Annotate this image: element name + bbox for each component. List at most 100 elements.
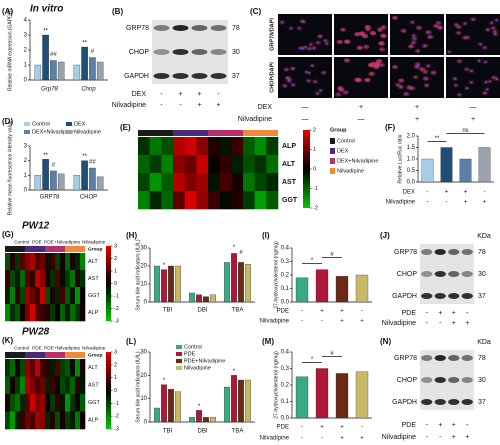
condition-sign: + xyxy=(359,104,363,111)
nucleus xyxy=(424,77,427,80)
bar xyxy=(168,389,174,423)
condition-sign: - xyxy=(160,102,163,109)
heatmap-cell xyxy=(5,411,11,430)
heatmap-cell xyxy=(219,191,232,210)
nucleus xyxy=(488,80,492,83)
nucleus xyxy=(463,36,466,39)
legend-swatch xyxy=(176,345,182,349)
heatmap-cell xyxy=(231,137,244,156)
bar xyxy=(440,147,453,183)
bar xyxy=(335,373,349,419)
colorbar-tick-label: 2 xyxy=(313,127,316,133)
nucleus xyxy=(416,49,419,53)
nucleus xyxy=(285,68,288,71)
bar xyxy=(81,46,88,81)
heatmap-cell xyxy=(25,253,31,271)
nucleus xyxy=(360,32,364,35)
row-label: GGT xyxy=(88,293,101,299)
nucleus xyxy=(363,35,367,38)
panel-label: (J) xyxy=(380,231,390,240)
panel-label: (H) xyxy=(126,231,137,240)
heatmap-cell xyxy=(65,411,71,430)
heatmap-cell xyxy=(161,137,174,156)
heatmap-cell xyxy=(70,287,76,305)
bar xyxy=(245,379,251,423)
size-label: 78 xyxy=(232,25,240,32)
blot-band xyxy=(461,355,473,361)
group-band xyxy=(5,246,25,252)
x-tick-label: DBI xyxy=(197,308,207,314)
nucleus xyxy=(304,45,307,49)
nucleus xyxy=(299,47,302,50)
nucleus xyxy=(402,29,405,32)
legend-swatch xyxy=(66,130,72,134)
condition-sign: - xyxy=(439,320,442,327)
blot-band xyxy=(421,249,433,255)
heatmap-cell xyxy=(149,137,162,156)
nucleus xyxy=(280,21,284,24)
condition-label: DEX xyxy=(403,190,415,196)
nucleus xyxy=(458,93,461,96)
bar xyxy=(315,368,329,419)
nucleus xyxy=(486,28,489,31)
blot-band xyxy=(421,293,433,299)
heatmap-cell xyxy=(50,270,56,288)
condition-sign: — xyxy=(302,104,309,111)
heatmap-cell xyxy=(20,287,26,305)
bar xyxy=(231,375,237,423)
blot-band xyxy=(421,355,433,361)
nucleus xyxy=(371,32,375,35)
heatmap-cell xyxy=(75,304,81,322)
nucleus xyxy=(288,79,291,83)
heatmap-cell xyxy=(35,359,41,377)
significance-mark: ** xyxy=(82,41,87,47)
protein-label: GAPDH xyxy=(124,73,149,80)
y-tick-label: 20 xyxy=(140,373,147,379)
group-band xyxy=(25,352,45,358)
nucleus xyxy=(411,21,414,24)
nucleus xyxy=(427,31,430,34)
nucleus xyxy=(366,78,369,82)
condition-sign: - xyxy=(321,436,323,442)
condition-sign: + xyxy=(452,310,456,317)
bar xyxy=(245,264,251,303)
colorbar xyxy=(106,246,111,321)
panel-label: (I) xyxy=(262,231,270,240)
condition-sign: + xyxy=(340,436,344,442)
nucleus xyxy=(494,33,497,36)
nucleus xyxy=(448,50,451,53)
significance-mark: * xyxy=(163,263,166,269)
nucleus xyxy=(393,16,397,19)
heatmap-cell xyxy=(60,376,66,395)
nucleus xyxy=(458,60,461,63)
significance-mark: ** xyxy=(435,136,440,142)
y-tick-label: 0.3 xyxy=(281,259,290,265)
y-tick-label: 10 xyxy=(140,282,147,288)
nucleus xyxy=(493,76,496,79)
heatmap-cell xyxy=(5,394,11,412)
significance-mark: # xyxy=(330,252,334,258)
heatmap-cell xyxy=(80,411,86,430)
micrograph xyxy=(390,14,444,55)
heatmap-cell xyxy=(243,155,255,174)
nucleus xyxy=(495,78,498,81)
significance-mark: ## xyxy=(50,52,57,58)
heatmap-cell xyxy=(50,411,56,430)
nucleus xyxy=(465,68,468,71)
nucleus xyxy=(375,62,379,66)
section-title: PW28 xyxy=(22,327,50,338)
blot-band xyxy=(448,249,460,255)
heatmap-cell xyxy=(20,376,26,395)
significance-mark: # xyxy=(330,351,334,357)
significance-mark: ns xyxy=(462,128,468,134)
group-band xyxy=(138,130,173,136)
heatmap-cell xyxy=(5,304,11,322)
bar xyxy=(96,176,104,191)
condition-sign: + xyxy=(452,434,456,441)
heatmap-cell xyxy=(40,287,46,305)
row-label: AST xyxy=(282,179,297,186)
nucleus xyxy=(311,64,314,67)
colorbar-tick-label: 3 xyxy=(114,243,117,249)
nucleus xyxy=(298,27,301,30)
nucleus xyxy=(291,83,295,86)
